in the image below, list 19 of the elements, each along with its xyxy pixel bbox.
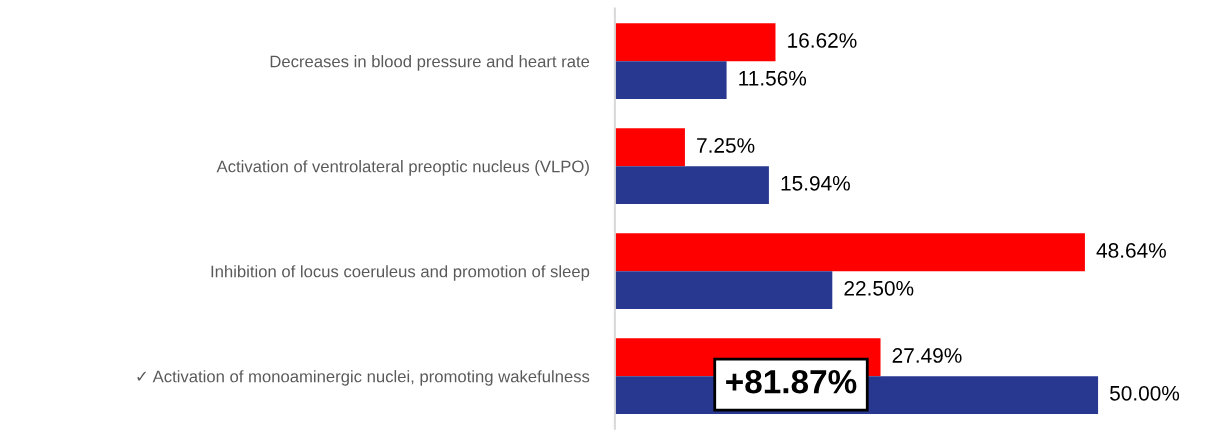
data-label: 7.25% [697, 138, 755, 153]
data-label: 11.56% [739, 70, 807, 86]
y-tick-label: Decreases in blood pressure and heart rate [270, 55, 590, 71]
bar [614, 61, 727, 99]
y-tick-label: ✓ Activation of monoaminergic nuclei, promoting wakefulness [137, 370, 590, 386]
data-label: 50.00% [1110, 385, 1180, 401]
y-tick-label: Inhibition of locus coeruleus and promotion of sleep [211, 265, 590, 281]
bar [614, 128, 685, 167]
bar [614, 23, 776, 62]
bar [614, 233, 1085, 272]
data-label: 27.49% [892, 348, 962, 363]
annotation: +81.87% [726, 369, 857, 394]
bar [614, 166, 769, 204]
data-label: 22.50% [844, 280, 914, 296]
bar [614, 271, 833, 309]
data-label: 16.62% [788, 33, 857, 48]
data-label: 48.64% [1096, 243, 1166, 258]
data-label: 15.94% [781, 175, 850, 191]
y-tick-label: Activation of ventrolateral preoptic nucleus (VLPO) [216, 160, 589, 176]
